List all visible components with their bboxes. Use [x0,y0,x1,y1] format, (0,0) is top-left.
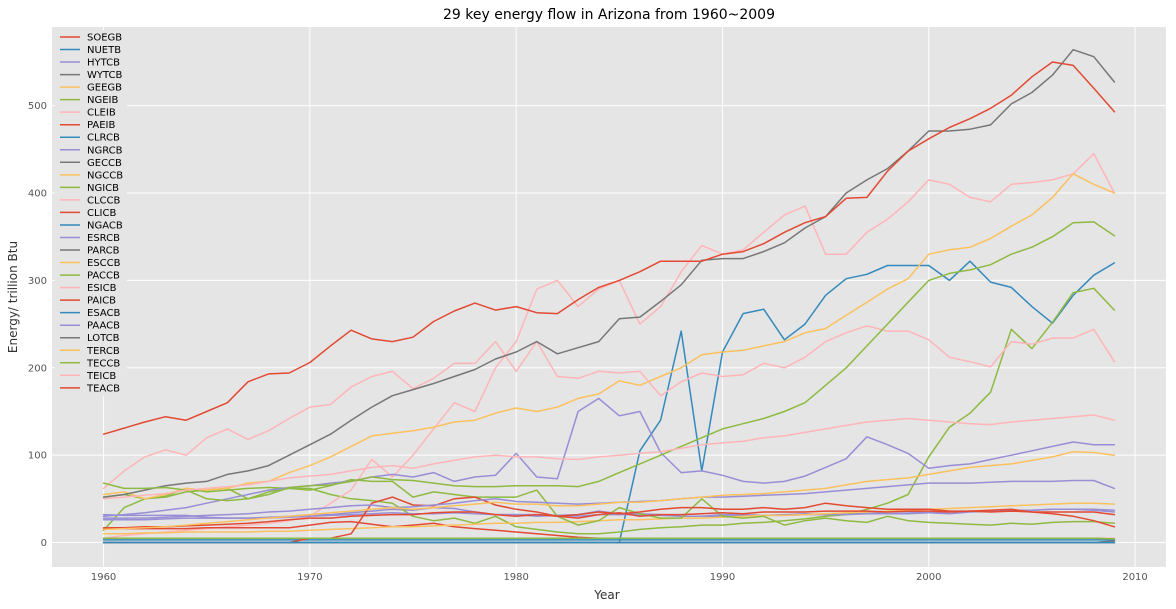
legend-label: TECCB [86,358,120,369]
series-line-esccb [102,173,1116,500]
y-tick-label: 400 [28,189,47,200]
series-line-cleib [102,152,1116,539]
series-line-teccb [102,221,1116,502]
series-line-ngccb [102,502,1116,535]
legend-label: LOTCB [87,333,120,344]
legend-label: ESCCB [87,258,121,269]
legend-label: CLRCB [87,133,120,144]
plot-area [52,27,1166,567]
legend-label: PACCB [87,271,120,282]
series-lines [102,48,1116,544]
legend-label: ESRCB [87,233,120,244]
series-line-tercb [102,450,1116,531]
legend-label: PARCB [87,246,120,257]
legend-label: SOEGB [87,33,122,44]
series-line-esrcb [102,397,1116,518]
legend-label: NUETB [87,45,121,56]
legend-label: NGRCB [87,145,123,156]
series-line-teacb [102,61,1116,435]
y-tick-label: 100 [28,451,47,462]
y-tick-label: 500 [28,101,47,112]
legend-label: PAICB [87,296,116,307]
y-axis-label: Energy/ trillion Btu [6,241,20,353]
series-line-esicb [102,325,1116,490]
x-tick-label: 2000 [916,572,941,583]
legend-label: ESICB [87,283,117,294]
legend-label: TEICB [86,371,116,382]
x-tick-label: 1970 [297,572,322,583]
legend-label: NGEIB [87,95,118,106]
legend-label: TERCB [86,346,120,357]
series-line-paccb [102,537,1116,540]
x-tick-label: 1980 [503,572,528,583]
y-tick-label: 200 [28,363,47,374]
axis-ticks: 1960 1970 1980 1990 2000 2010 0 100 200 300 400 500 [28,101,1148,583]
legend-label: CLEIB [87,108,116,119]
x-tick-label: 1990 [710,572,735,583]
x-tick-label: 1960 [91,572,116,583]
chart-title: 29 key energy flow in Arizona from 1960~… [443,7,775,23]
series-line-paicb [102,510,1116,529]
y-tick-label: 0 [41,538,47,549]
legend-label: PAACB [87,321,120,332]
legend-label: WYTCB [87,70,123,81]
legend-label: TEACB [86,383,120,394]
legend-label: HYTCB [87,58,120,69]
legend-box [55,30,127,397]
series-line-teicb [102,414,1116,500]
legend-label: GECCB [87,158,122,169]
legend-label: NGCCB [87,170,123,181]
legend-label: CLCCB [87,195,121,206]
legend-label: NGACB [87,220,123,231]
legend-label: CLICB [87,208,116,219]
legend-label: PAEIB [87,120,115,131]
y-tick-label: 300 [28,276,47,287]
legend-label: NGICB [87,183,119,194]
series-line-ngeib [102,287,1116,535]
legend-label: GEEGB [87,83,122,94]
series-line-lotcb [102,48,1116,498]
x-axis-label: Year [593,588,619,602]
legend-label: ESACB [87,308,120,319]
x-tick-label: 2010 [1122,572,1147,583]
